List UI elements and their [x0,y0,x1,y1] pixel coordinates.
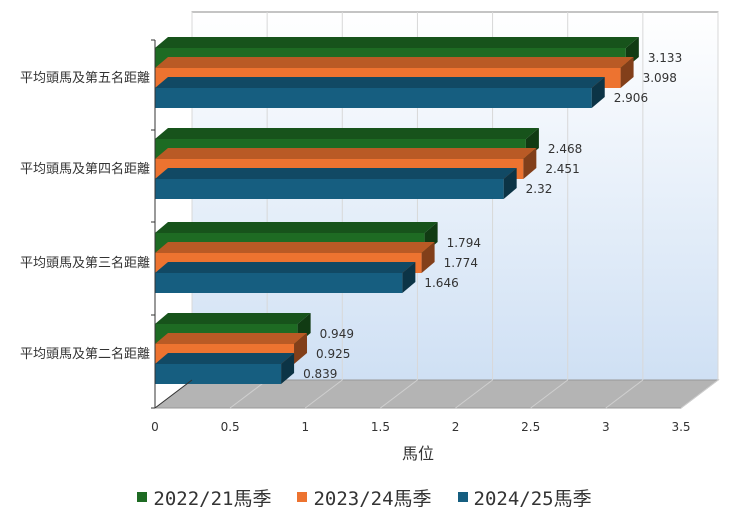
data-label-2-0: 1.794 [447,236,481,250]
x-tick-label-1: 0.5 [221,420,240,434]
x-tick-label-2: 1 [301,420,309,434]
data-label-2-2: 1.646 [424,276,458,290]
bar-top-face [155,353,295,364]
data-label-0-1: 3.098 [643,71,677,85]
bar-0-2 [155,77,605,108]
bar-end-face [402,262,416,293]
axes: 平均頭馬及第五名距離平均頭馬及第四名距離平均頭馬及第三名距離平均頭馬及第二名距離… [20,39,691,434]
bar-top-face [155,57,634,68]
bar-top-face [155,77,605,88]
data-label-1-0: 2.468 [548,142,582,156]
data-label-3-2: 0.839 [303,367,337,381]
legend-swatch [457,492,468,502]
bar-top-face [155,242,435,253]
bar-2-2 [155,262,416,293]
legend-item: 2024/25馬季 [457,484,592,511]
bar-front-face [155,364,282,384]
x-tick-label-7: 3.5 [671,420,690,434]
data-label-2-1: 1.774 [444,256,478,270]
bar-end-face [591,77,605,108]
legend-swatch [297,492,308,502]
category-label-3: 平均頭馬及第二名距離 [20,346,150,362]
legend-item: 2022/21馬季 [137,484,271,511]
floor-gridline-4 [455,379,493,409]
bar-end-face [503,168,517,199]
bar-top-face [155,148,537,159]
bar-end-face [523,148,537,179]
data-labels: 3.133 3.098 2.906 2.468 2.451 2.32 1.794 1.774 1… [303,51,682,381]
legend-label: 2024/25馬季 [473,487,592,510]
bar-end-face [281,353,295,384]
legend-item: 2023/24馬季 [297,484,432,511]
floor-gridline-7 [680,379,719,409]
x-tick-label-3: 1.5 [371,420,390,434]
data-label-1-2: 2.32 [526,182,553,196]
data-label-1-1: 2.451 [545,162,579,176]
bar-front-face [155,273,403,293]
bar-top-face [155,168,517,179]
bar-end-face [294,333,308,364]
legend: 2022/21馬季 2023/24馬季 2024/25馬季 [0,484,729,510]
floor-gridline-3 [380,379,418,409]
bar-3-2 [155,353,295,384]
bar-front-face [155,88,592,108]
data-label-3-0: 0.949 [320,327,354,341]
data-label-0-2: 2.906 [614,91,648,105]
floor-gridline-6 [605,379,644,409]
floor [153,379,720,409]
category-label-2: 平均頭馬及第三名距離 [20,255,150,271]
legend-swatch [137,492,148,502]
bar-top-face [155,262,416,273]
x-tick-label-4: 2 [452,420,460,434]
x-axis-title: 馬位 [402,444,434,463]
x-tick-label-0: 0 [151,420,159,434]
floor-gridline-1 [229,379,268,409]
x-tick-label-6: 3 [602,420,610,434]
bar-end-face [421,242,435,273]
legend-label: 2023/24馬季 [313,487,432,510]
floor-gridline-5 [530,379,569,409]
bar-top-face [155,313,311,324]
bar-end-face [620,57,634,88]
floor-gridline-2 [304,379,343,409]
legend-label: 2022/21馬季 [153,487,272,510]
category-label-0: 平均頭馬及第五名距離 [20,70,150,86]
bar-top-face [155,37,639,48]
category-label-1: 平均頭馬及第四名距離 [20,161,150,177]
bar-top-face [155,222,438,233]
x-tick-label-5: 2.5 [521,420,540,434]
floor-edge [154,379,193,409]
side-wall [155,12,192,408]
data-label-0-0: 3.133 [648,51,682,65]
bar-top-face [155,128,539,139]
bar-front-face [155,179,504,199]
bar-1-2 [155,168,517,199]
data-label-3-1: 0.925 [316,347,350,361]
bar-top-face [155,333,308,344]
bar-series [155,37,639,384]
